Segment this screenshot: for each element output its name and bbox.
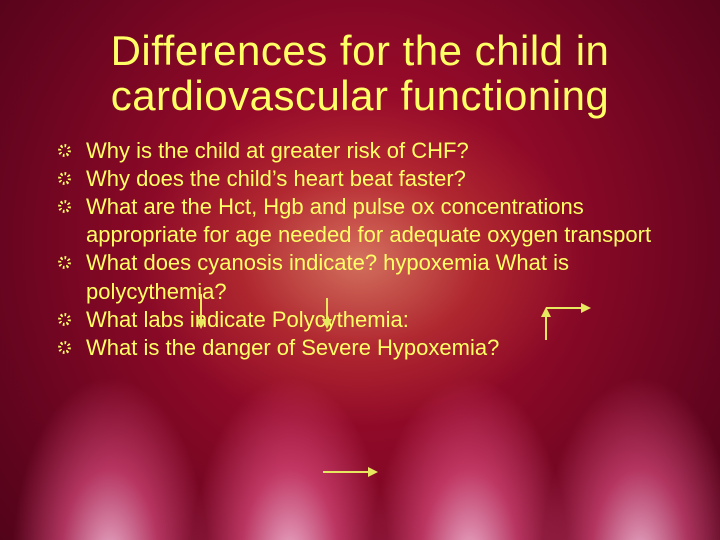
slide: Differences for the child in cardiovascu… xyxy=(0,0,720,540)
bullet-item: What are the Hct, Hgb and pulse ox conce… xyxy=(58,193,680,249)
slide-title: Differences for the child in cardiovascu… xyxy=(40,28,680,119)
bullet-item: Why does the child’s heart beat faster? xyxy=(58,165,680,193)
bullet-list: Why is the child at greater risk of CHF?… xyxy=(40,137,680,362)
bullet-item: What is the danger of Severe Hypoxemia? xyxy=(58,334,680,362)
bullet-item: What does cyanosis indicate? hypoxemia W… xyxy=(58,249,680,305)
bullet-item: Why is the child at greater risk of CHF? xyxy=(58,137,680,165)
bullet-item: What labs indicate Polycythemia: xyxy=(58,306,680,334)
